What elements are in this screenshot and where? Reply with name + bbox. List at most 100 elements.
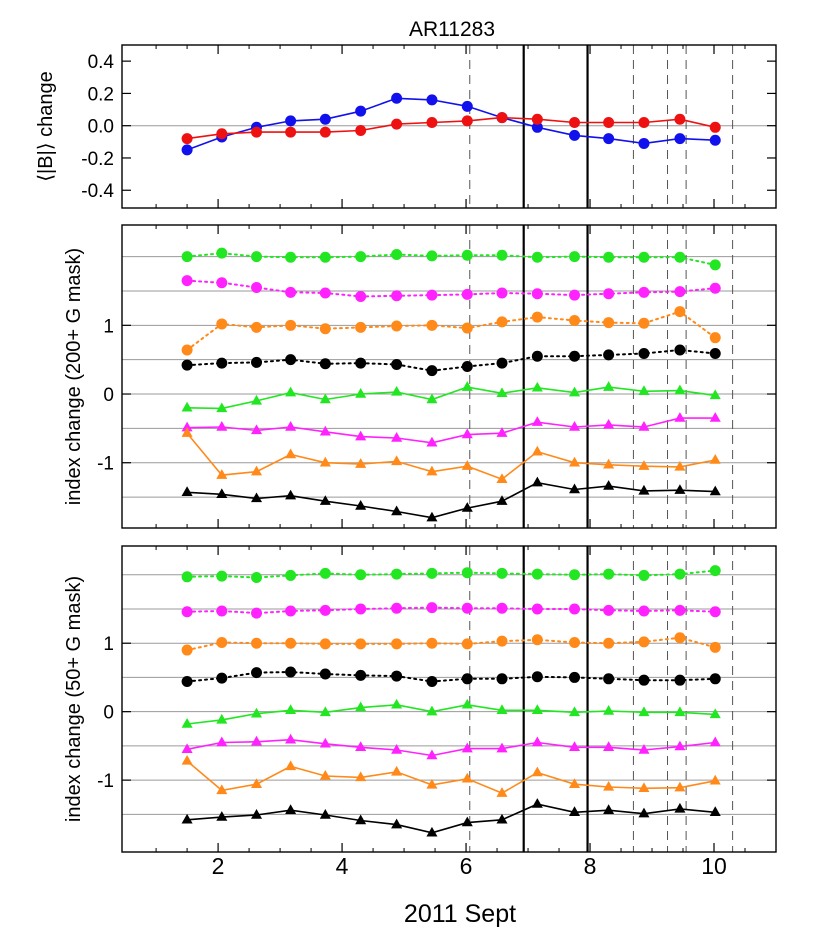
data-point-circle <box>603 604 615 616</box>
data-point-circle <box>251 637 263 649</box>
data-point-triangle <box>603 418 615 429</box>
data-point-circle <box>355 638 367 650</box>
data-point-circle <box>569 569 581 581</box>
data-point-triangle <box>496 742 508 753</box>
y-tick-label: 1 <box>103 316 114 337</box>
data-point-triangle <box>355 771 367 782</box>
data-point-triangle <box>355 430 367 441</box>
data-point-triangle <box>250 707 263 718</box>
data-point-circle <box>355 105 367 117</box>
data-point-circle <box>496 287 508 299</box>
data-point-circle <box>531 634 543 646</box>
data-point-triangle <box>461 502 473 512</box>
data-point-triangle <box>391 698 403 709</box>
data-point-circle <box>569 251 581 263</box>
y-tick-label: 0 <box>103 385 114 406</box>
data-point-triangle <box>603 458 615 469</box>
data-point-circle <box>709 606 721 618</box>
data-point-triangle <box>638 385 650 395</box>
data-point-circle <box>674 306 686 318</box>
data-point-triangle <box>355 388 367 398</box>
series-line <box>186 348 717 372</box>
data-point-triangle <box>531 381 543 392</box>
data-point-circle <box>603 251 615 263</box>
data-point-triangle <box>674 706 686 717</box>
data-point-circle <box>709 121 721 133</box>
series-line <box>186 636 717 652</box>
data-point-triangle <box>709 806 721 817</box>
data-point-triangle <box>285 386 297 397</box>
data-point-circle <box>355 669 367 681</box>
data-point-triangle <box>285 448 297 459</box>
data-point-circle <box>181 251 193 263</box>
data-point-circle <box>674 286 686 298</box>
data-point-circle <box>603 116 615 128</box>
data-point-triangle <box>285 704 297 715</box>
data-point-circle <box>319 126 331 138</box>
data-point-triangle <box>319 809 331 819</box>
data-point-circle <box>391 670 403 682</box>
chart-title: AR11283 <box>409 18 495 41</box>
data-point-circle <box>569 116 581 128</box>
data-point-triangle <box>461 742 473 753</box>
data-point-circle <box>709 259 721 271</box>
data-point-triangle <box>531 704 543 715</box>
data-point-triangle <box>391 385 403 396</box>
data-point-triangle <box>250 424 263 435</box>
data-point-circle <box>426 637 438 649</box>
data-point-circle <box>426 567 438 579</box>
data-point-triangle <box>285 421 297 431</box>
data-point-circle <box>426 365 438 377</box>
series-line <box>186 670 717 683</box>
data-point-circle <box>461 288 473 300</box>
data-point-circle <box>603 317 615 329</box>
data-point-circle <box>674 568 686 580</box>
panel-1: 2 4 6 8 10-0.4-0.20.00.20.4⟨|B|⟩ change <box>35 44 777 879</box>
data-point-circle <box>531 671 543 683</box>
panel-2: -1 0 1 index change (200+ G mask) <box>63 224 777 529</box>
data-point-triangle <box>426 393 438 404</box>
data-point-triangle <box>496 787 508 797</box>
data-point-triangle <box>709 412 721 422</box>
data-point-triangle <box>638 484 650 495</box>
data-point-circle <box>426 289 438 301</box>
series-line <box>186 97 717 151</box>
data-point-circle <box>391 290 403 302</box>
data-point-triangle <box>569 483 581 494</box>
data-point-triangle <box>319 456 331 467</box>
data-point-circle <box>285 319 297 331</box>
data-point-circle <box>531 603 543 615</box>
data-point-triangle <box>638 460 650 470</box>
data-point-circle <box>709 332 721 344</box>
data-point-circle <box>426 116 438 128</box>
data-point-triangle <box>216 469 228 479</box>
data-point-triangle <box>603 780 615 791</box>
data-point-triangle <box>355 814 367 825</box>
data-point-circle <box>355 603 367 615</box>
data-point-circle <box>181 644 193 656</box>
series-line <box>186 386 717 410</box>
panel-3: -1 0 1 index change (50+ G mask) <box>63 545 777 853</box>
chart-panels: 2 4 6 8 10-0.4-0.20.00.20.4⟨|B|⟩ change-101i… <box>35 44 777 879</box>
data-point-circle <box>461 361 473 373</box>
data-point-circle <box>709 347 721 359</box>
data-point-circle <box>181 275 193 287</box>
data-point-circle <box>709 282 721 294</box>
data-point-circle <box>603 133 615 145</box>
data-point-triangle <box>638 706 650 717</box>
y-tick-label: 0 <box>103 703 114 724</box>
x-tick-label: 4 <box>336 853 349 879</box>
data-point-triangle <box>181 427 193 437</box>
data-point-circle <box>569 289 581 301</box>
x-axis-label: 2011 Sept <box>404 900 516 928</box>
data-point-circle <box>496 635 508 647</box>
y-tick-label: -1 <box>97 771 114 792</box>
y-tick-label: -0.4 <box>81 181 114 202</box>
data-point-triangle <box>181 754 193 765</box>
series-line <box>186 310 717 351</box>
data-point-triangle <box>426 705 438 716</box>
y-tick-label: -1 <box>97 454 114 475</box>
data-point-triangle <box>674 802 686 813</box>
data-point-triangle <box>674 384 686 395</box>
data-point-circle <box>319 668 331 680</box>
